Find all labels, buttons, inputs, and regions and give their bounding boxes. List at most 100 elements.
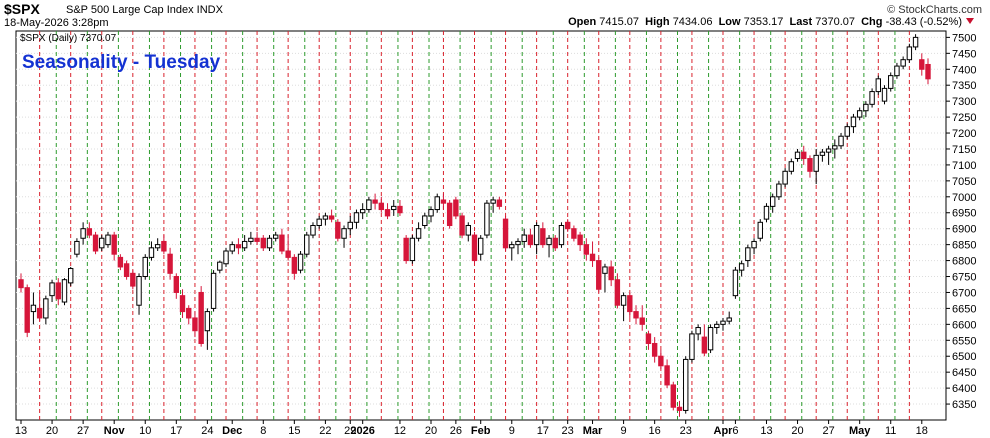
candle-body bbox=[74, 240, 80, 255]
candle-body bbox=[540, 228, 546, 246]
y-tick-label: 7150 bbox=[952, 144, 976, 156]
y-tick-label: 7200 bbox=[952, 128, 976, 140]
candle-body bbox=[745, 247, 751, 262]
y-tick-label: 7050 bbox=[952, 176, 976, 188]
candle-body bbox=[130, 272, 136, 287]
y-axis: 6350 6400 6450 6500 6550 6600 6650 6700 6750 6800… bbox=[946, 32, 976, 411]
y-tick-label: 6400 bbox=[952, 383, 976, 395]
candle-body bbox=[689, 333, 695, 360]
symbol-description: S&P 500 Large Cap Index INDX bbox=[66, 4, 223, 16]
candle-body bbox=[67, 268, 74, 284]
candle-body bbox=[664, 365, 670, 386]
candle-body bbox=[788, 161, 795, 172]
candle-body bbox=[919, 59, 925, 70]
candle-body bbox=[43, 298, 49, 319]
candle-body bbox=[521, 234, 527, 242]
x-tick-label: Apr bbox=[714, 425, 734, 437]
candle-body bbox=[92, 234, 99, 252]
candle-body bbox=[888, 75, 894, 89]
last-label: Last bbox=[789, 16, 813, 28]
y-tick-label: 6900 bbox=[952, 224, 976, 236]
candle-body bbox=[117, 256, 124, 268]
y-tick-label: 6950 bbox=[952, 208, 976, 220]
candle-body bbox=[440, 199, 447, 204]
candle-body bbox=[415, 228, 422, 239]
x-tick-label: 22 bbox=[319, 425, 331, 437]
candle-body bbox=[366, 199, 372, 211]
candle-body bbox=[266, 237, 273, 249]
y-tick-label: 6500 bbox=[952, 351, 976, 363]
candle-body bbox=[670, 384, 676, 408]
candle-body bbox=[142, 256, 148, 278]
candle-body bbox=[838, 135, 844, 147]
candle-body bbox=[614, 279, 621, 306]
x-tick-label: 18 bbox=[916, 425, 928, 437]
candle-body bbox=[80, 228, 86, 239]
candle-body bbox=[397, 205, 403, 214]
candle-body bbox=[341, 228, 347, 239]
x-tick-label: 17 bbox=[170, 425, 182, 437]
candle-body bbox=[776, 183, 782, 198]
open-label: Open bbox=[568, 16, 597, 28]
candle-body bbox=[881, 87, 888, 102]
x-tick-label: 20 bbox=[425, 425, 437, 437]
candle-body bbox=[446, 202, 453, 226]
candle-body bbox=[782, 170, 788, 185]
candle-body bbox=[322, 215, 329, 220]
candle-body bbox=[645, 333, 652, 344]
candle-body bbox=[794, 151, 801, 160]
candle-body bbox=[173, 276, 180, 293]
candle-body bbox=[527, 234, 534, 246]
candle-body bbox=[61, 279, 68, 303]
candle-body bbox=[241, 240, 248, 249]
y-tick-label: 7100 bbox=[952, 160, 976, 172]
high-label: High bbox=[645, 16, 670, 28]
candle-body bbox=[720, 320, 726, 325]
candle-body bbox=[869, 91, 875, 105]
down-arrow-icon bbox=[966, 18, 974, 24]
candle-body bbox=[863, 103, 869, 112]
y-tick-label: 6650 bbox=[952, 303, 976, 315]
plot-area bbox=[15, 30, 947, 421]
candle-body bbox=[384, 209, 391, 217]
x-tick-label: 13 bbox=[15, 425, 27, 437]
candle-body bbox=[260, 237, 266, 249]
candle-body bbox=[850, 116, 857, 128]
candle-body bbox=[583, 244, 590, 255]
candle-body bbox=[248, 237, 254, 242]
x-tick-label: 27 bbox=[822, 425, 834, 437]
series-legend: $SPX (Daily) 7370.07 bbox=[20, 33, 117, 44]
candle-body bbox=[515, 240, 521, 246]
seasonality-lines bbox=[39, 31, 910, 420]
candle-body bbox=[875, 78, 882, 93]
candle-body bbox=[18, 279, 24, 289]
candle-body bbox=[297, 253, 304, 271]
candle-body bbox=[154, 244, 161, 249]
candle-body bbox=[403, 237, 409, 262]
x-tick-label: 11 bbox=[885, 425, 896, 437]
candle-body bbox=[502, 218, 509, 249]
candle-body bbox=[105, 234, 111, 246]
y-tick-label: 6800 bbox=[952, 256, 976, 268]
candle-body bbox=[391, 205, 397, 211]
candle-body bbox=[533, 225, 540, 246]
candle-body bbox=[49, 282, 55, 297]
candle-body bbox=[695, 327, 701, 335]
candle-body bbox=[167, 253, 173, 274]
candle-body bbox=[900, 59, 906, 67]
candle-body bbox=[608, 266, 614, 281]
y-tick-label: 6700 bbox=[952, 287, 976, 299]
x-tick-label: 12 bbox=[394, 425, 406, 437]
y-tick-label: 7300 bbox=[952, 96, 976, 108]
stockcharts-credit[interactable]: © StockCharts.com bbox=[887, 4, 982, 16]
candle-body bbox=[676, 406, 683, 411]
candle-body bbox=[478, 237, 484, 255]
x-tick-label: 16 bbox=[649, 425, 661, 437]
candle-body bbox=[639, 317, 645, 325]
chg-label: Chg bbox=[861, 16, 883, 28]
candle-body bbox=[490, 199, 496, 204]
candle-body bbox=[24, 287, 30, 333]
candle-body bbox=[844, 126, 850, 137]
